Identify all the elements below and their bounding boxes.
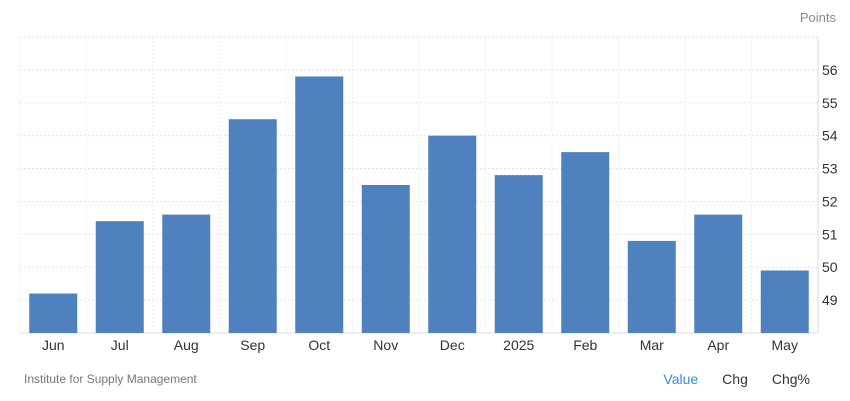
- bar-may: [760, 270, 809, 333]
- y-tick-label: 56: [822, 62, 838, 78]
- tab-value[interactable]: Value: [663, 371, 699, 387]
- y-tick-label: 53: [822, 161, 838, 177]
- x-tick-label: Aug: [174, 337, 199, 353]
- x-tick-label: Dec: [440, 337, 465, 353]
- x-tick-label: Jul: [111, 337, 129, 353]
- bar-oct: [295, 76, 344, 333]
- bar-mar: [627, 240, 676, 333]
- bar-sep: [228, 119, 277, 333]
- source-label: Institute for Supply Management: [24, 372, 197, 386]
- bar-dec: [428, 135, 477, 333]
- tab-chg-pct[interactable]: Chg%: [771, 371, 810, 387]
- x-tick-label: Sep: [240, 337, 265, 353]
- y-tick-label: 52: [822, 193, 838, 209]
- x-tick-label: Mar: [640, 337, 664, 353]
- y-tick-label: 50: [822, 259, 838, 275]
- x-tick-label: Jun: [42, 337, 65, 353]
- bar-2025: [494, 175, 543, 333]
- x-tick-label: Feb: [573, 337, 597, 353]
- x-tick-label: 2025: [503, 337, 534, 353]
- y-axis-unit: Points: [799, 10, 836, 25]
- x-tick-label: Nov: [373, 337, 398, 353]
- view-tabs: Value Chg Chg%: [639, 371, 810, 387]
- x-tick-label: Apr: [707, 337, 729, 353]
- y-tick-label: 49: [822, 292, 838, 308]
- x-tick-label: Oct: [308, 337, 330, 353]
- bar-apr: [694, 214, 743, 333]
- bar-jun: [29, 293, 78, 333]
- y-tick-label: 51: [822, 226, 838, 242]
- tab-chg[interactable]: Chg: [722, 371, 748, 387]
- bar-nov: [361, 185, 410, 333]
- y-tick-label: 55: [822, 95, 838, 111]
- y-tick-label: 54: [822, 128, 838, 144]
- bar-aug: [162, 214, 211, 333]
- bar-jul: [95, 221, 144, 333]
- bar-feb: [561, 152, 610, 333]
- x-tick-label: May: [772, 337, 798, 353]
